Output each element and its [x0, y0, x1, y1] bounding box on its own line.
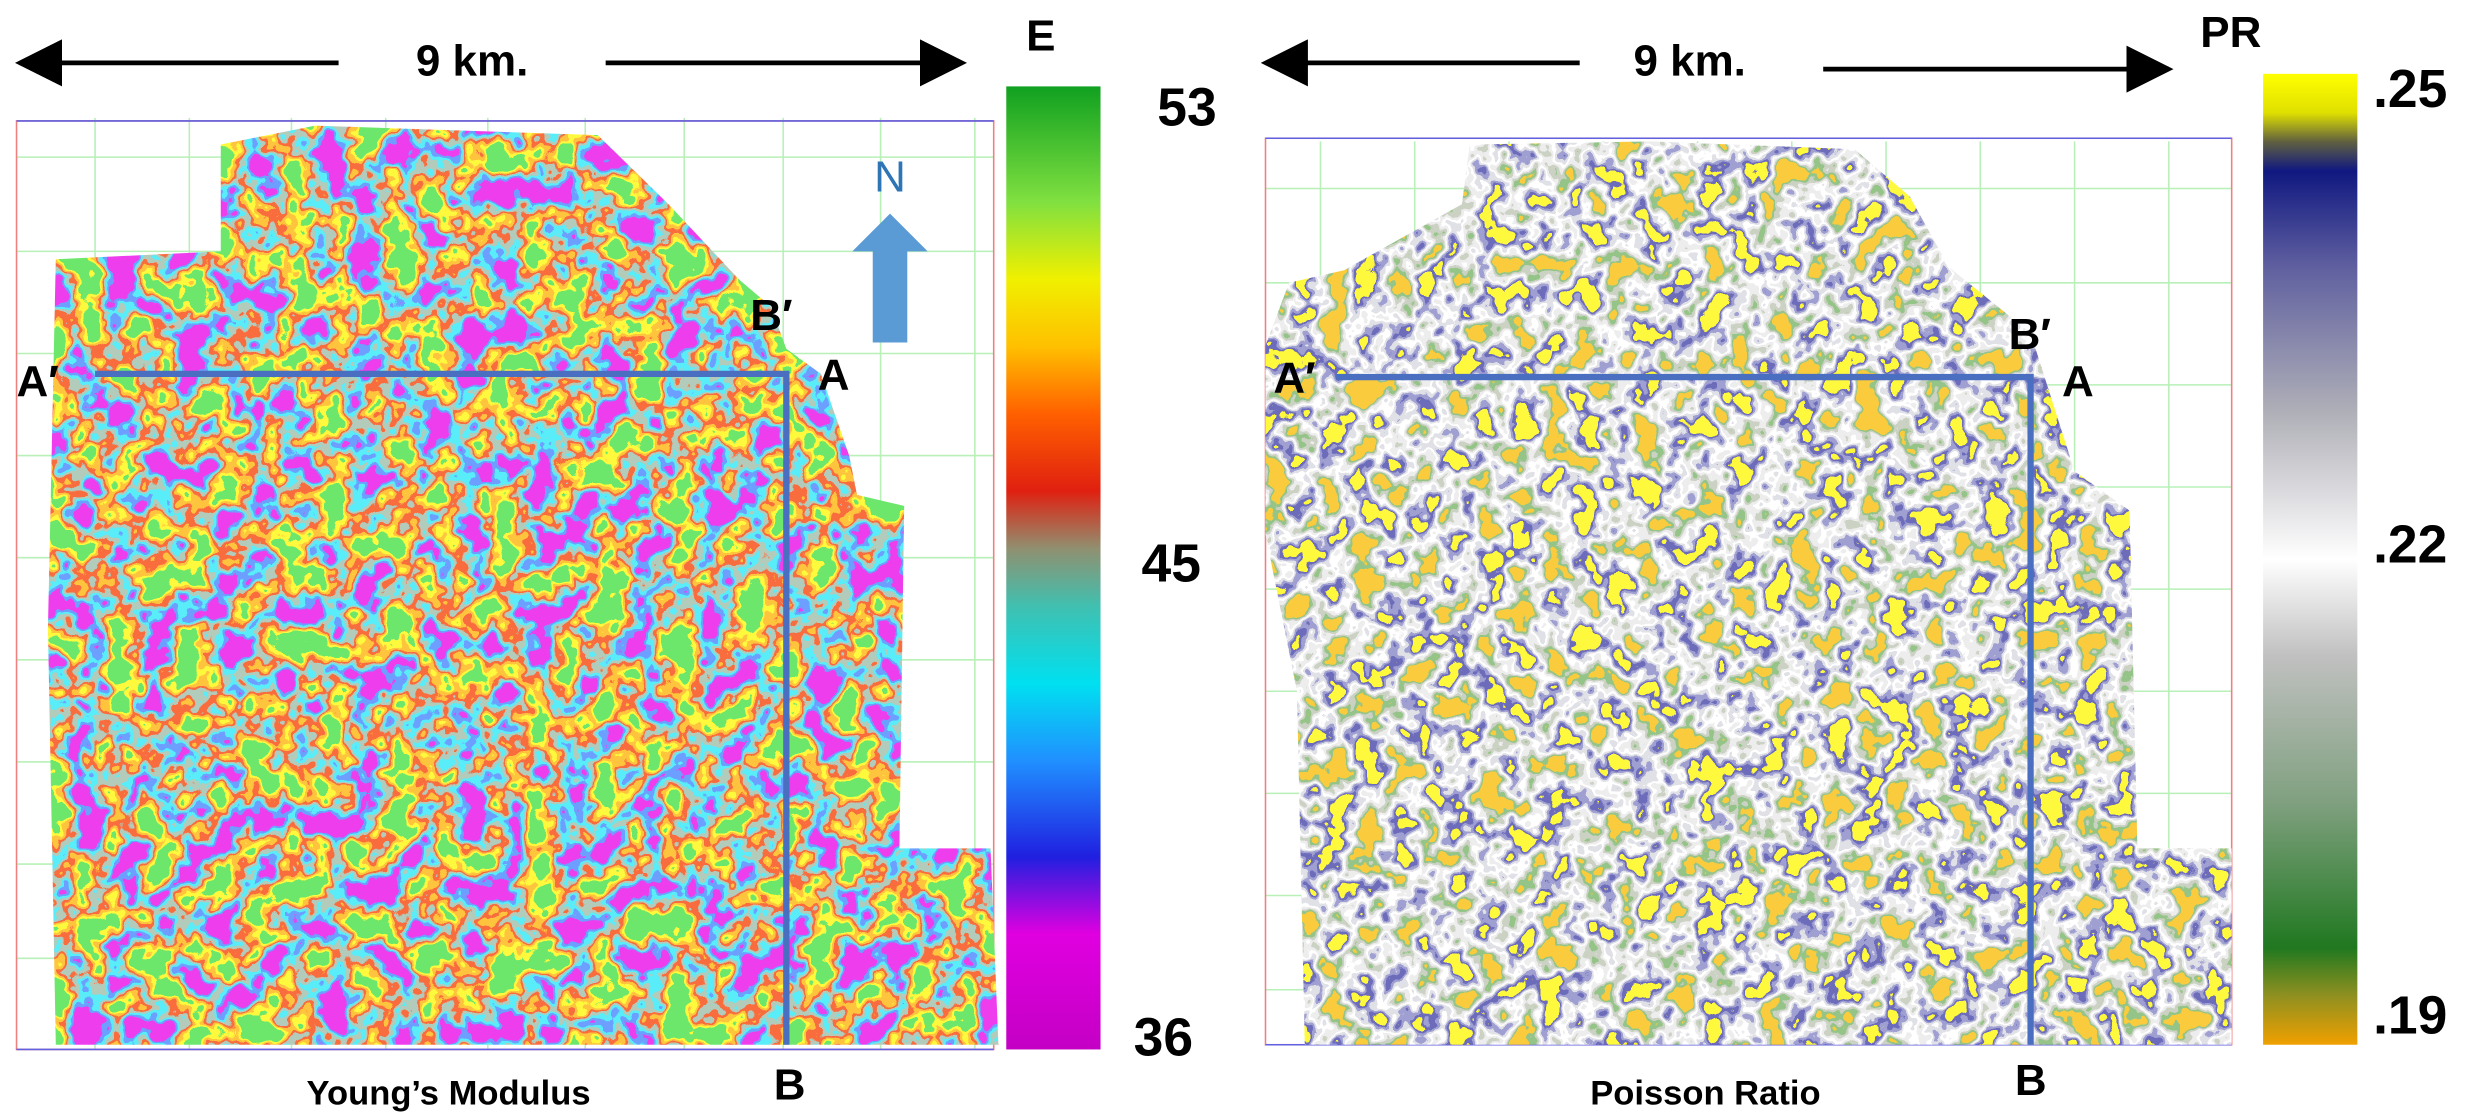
- pr-colorbar: [2263, 74, 2357, 1045]
- colorbar-label: 45: [1142, 534, 1201, 593]
- section-label: B: [774, 1061, 806, 1110]
- e-colorbar: [1006, 86, 1100, 1049]
- north-label: N: [874, 153, 906, 202]
- colorbar-label: .25: [2373, 60, 2447, 119]
- colorbar-label: .19: [2373, 987, 2447, 1046]
- panel-title: Young’s Modulus: [307, 1074, 591, 1112]
- colorbar-title: E: [1026, 11, 1055, 60]
- colorbar-label: .22: [2373, 515, 2447, 574]
- figure: N 9 km. E 53 45 36 A′ A B′ B Young’s Mod…: [0, 0, 2465, 1117]
- section-label: B′: [2009, 310, 2051, 359]
- panel-title: Poisson Ratio: [1590, 1074, 1820, 1112]
- colorbar-title: PR: [2200, 8, 2261, 57]
- section-label: A′: [17, 357, 59, 406]
- youngs-modulus-map: [48, 126, 998, 1045]
- section-label: B′: [750, 291, 792, 340]
- section-label: A′: [1273, 354, 1315, 403]
- colorbar-label: 53: [1157, 79, 1216, 138]
- page: {"panels": [ {"scale_label": "9 km.", "c…: [0, 0, 2465, 1117]
- scale-label: 9 km.: [416, 36, 528, 85]
- colorbar-label: 36: [1134, 1009, 1193, 1068]
- poisson-ratio-map: [1265, 141, 2231, 1044]
- section-label: A: [818, 351, 850, 400]
- section-label: B: [2015, 1056, 2047, 1105]
- north-arrow: [852, 214, 927, 343]
- scale-label: 9 km.: [1633, 36, 1745, 85]
- section-label: A: [2062, 357, 2094, 406]
